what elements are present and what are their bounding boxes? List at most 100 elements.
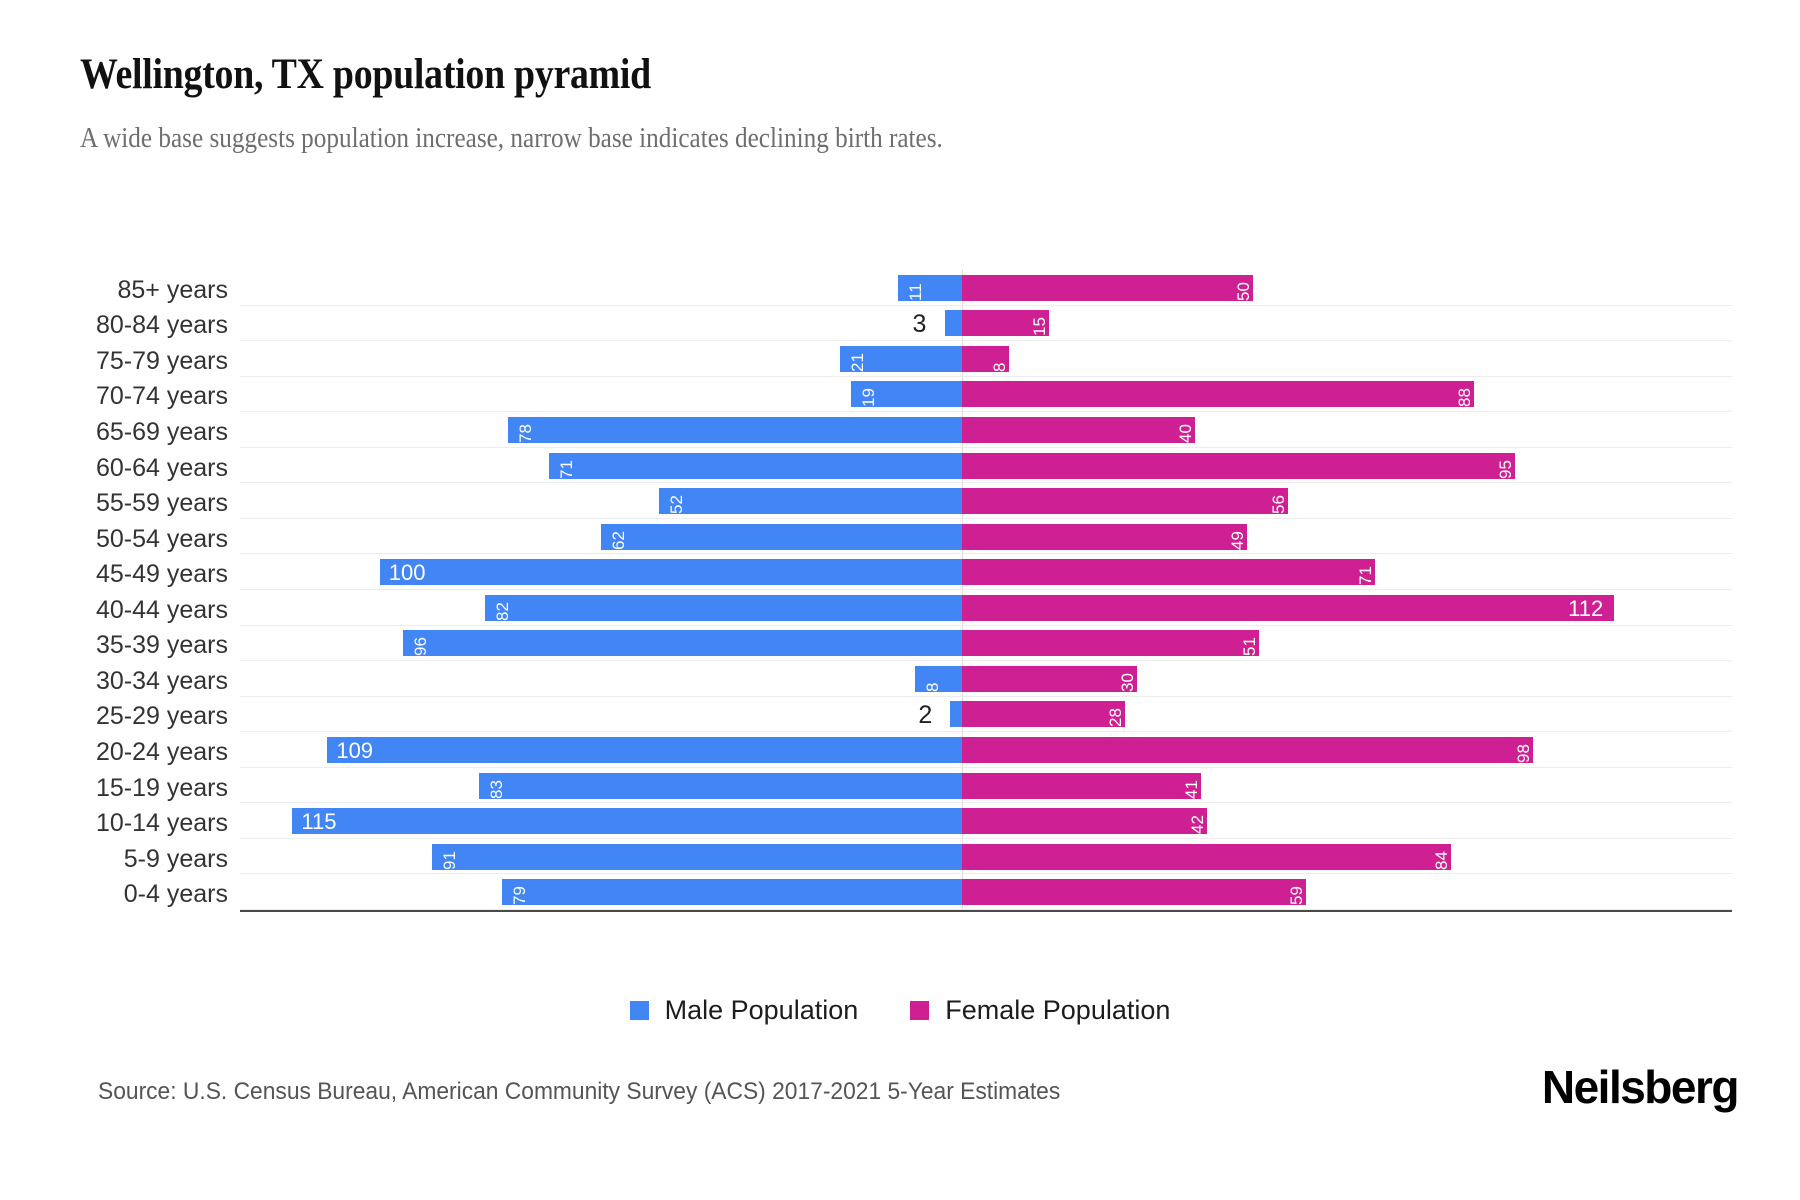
male-value-label: 62 (609, 530, 628, 550)
gridline (240, 624, 1732, 626)
male-value-label: 79 (510, 886, 530, 906)
y-axis-label: 25-29 years (95, 702, 228, 731)
male-bar[interactable] (601, 523, 962, 550)
female-bar[interactable] (962, 310, 1050, 337)
y-axis-label: 70-74 years (95, 382, 228, 411)
female-value-label: 51 (1239, 637, 1259, 657)
male-bar[interactable] (484, 594, 962, 621)
female-bar[interactable] (962, 488, 1289, 515)
female-value-label: 56 (1269, 495, 1289, 515)
male-value-label: 19 (859, 388, 879, 408)
female-bar[interactable] (962, 594, 1615, 621)
chart-row: 70-74 years 19 88 (96, 377, 1732, 413)
y-axis-label: 10-14 years (95, 809, 228, 838)
page-title: Wellington, TX population pyramid (80, 51, 651, 98)
chart-row: 5-9 years 91 84 (124, 839, 1732, 875)
female-bar[interactable] (962, 452, 1516, 479)
chart-row: 25-29 years 2 28 (96, 697, 1732, 733)
female-value-label: 41 (1181, 779, 1201, 799)
female-value-label: 40 (1175, 424, 1195, 443)
male-bar[interactable] (851, 381, 962, 408)
male-value-label: 2 (918, 701, 933, 730)
male-bar[interactable] (548, 452, 962, 479)
gridline (240, 909, 1732, 910)
female-value-label: 71 (1356, 566, 1376, 586)
female-value-label: 95 (1496, 459, 1516, 479)
female-bar[interactable] (962, 345, 1009, 372)
male-value-label: 109 (336, 737, 374, 763)
y-axis-label: 5-9 years (123, 844, 228, 873)
female-value-label: 84 (1432, 850, 1452, 870)
chart-row: 0-4 years 79 59 (124, 874, 1732, 910)
legend-item-male[interactable]: Male Population (629, 995, 858, 1026)
gridline (240, 802, 1732, 804)
female-bar[interactable] (962, 523, 1248, 550)
x-axis-baseline (240, 910, 1732, 912)
gridline (240, 731, 1732, 733)
female-value-label: 15 (1030, 317, 1050, 337)
chart-row: 15-19 years 83 41 (96, 768, 1732, 804)
female-bar[interactable] (962, 274, 1254, 301)
female-bar[interactable] (962, 630, 1259, 657)
legend-item-female[interactable]: Female Population (910, 995, 1170, 1026)
female-bar[interactable] (962, 701, 1126, 728)
chart-row: 75-79 years 21 8 (96, 341, 1732, 377)
gridline (240, 304, 1732, 306)
female-value-label: 8 (989, 362, 1009, 372)
female-value-label: 88 (1455, 388, 1475, 408)
male-bar[interactable] (327, 736, 962, 763)
chart-legend: Male Population Female Population (0, 995, 1800, 1026)
gridline (240, 837, 1732, 839)
y-axis-label: 65-69 years (95, 417, 228, 446)
chart-row: 85+ years 11 50 (118, 270, 1732, 306)
chart-row: 45-49 years 100 71 (96, 554, 1732, 590)
chart-row: 65-69 years 78 40 (96, 412, 1732, 448)
male-bar[interactable] (502, 879, 962, 906)
gridline (240, 375, 1732, 377)
male-bar[interactable] (839, 345, 962, 372)
male-bar[interactable] (944, 310, 962, 337)
female-color-swatch-icon (910, 1001, 930, 1020)
male-value-label: 96 (411, 637, 431, 657)
male-bar[interactable] (403, 630, 962, 657)
female-bar[interactable] (962, 416, 1195, 443)
source-note: Source: U.S. Census Bureau, American Com… (98, 1078, 1061, 1105)
female-bar[interactable] (962, 843, 1452, 870)
female-bar[interactable] (962, 772, 1201, 799)
chart-subtitle: A wide base suggests population increase… (80, 123, 943, 154)
male-bar[interactable] (478, 772, 962, 799)
female-bar[interactable] (962, 559, 1376, 586)
male-value-label: 8 (923, 682, 943, 692)
chart-row: 10-14 years 115 42 (96, 803, 1732, 839)
chart-row: 80-84 years 3 15 (96, 306, 1732, 342)
gridline (240, 411, 1732, 413)
male-bar[interactable] (897, 274, 962, 301)
y-axis-label: 35-39 years (95, 631, 228, 660)
chart-row: 60-64 years 71 95 (96, 448, 1732, 484)
gridline (240, 340, 1732, 342)
male-bar[interactable] (915, 665, 962, 692)
female-bar[interactable] (962, 665, 1137, 692)
male-bar[interactable] (507, 416, 962, 443)
male-bar[interactable] (432, 843, 962, 870)
male-color-swatch-icon (629, 1001, 649, 1020)
female-bar[interactable] (962, 879, 1306, 906)
chart-row: 55-59 years 52 56 (96, 483, 1732, 519)
female-bar[interactable] (962, 736, 1533, 763)
gridline (240, 766, 1732, 768)
male-bar[interactable] (659, 488, 962, 515)
female-value-label: 42 (1187, 815, 1207, 835)
gridline (240, 517, 1732, 519)
female-bar[interactable] (962, 808, 1207, 835)
male-bar[interactable] (292, 808, 962, 835)
male-bar[interactable] (379, 559, 962, 586)
y-axis-label: 60-64 years (95, 453, 228, 482)
male-value-label: 83 (486, 779, 506, 799)
plot-area: 85+ years 11 50 80-84 years 3 15 75-79 years 21… (96, 270, 1732, 912)
male-bar[interactable] (950, 701, 962, 728)
female-value-label: 49 (1228, 530, 1248, 550)
female-value-label: 59 (1286, 886, 1306, 906)
male-value-label: 11 (905, 283, 925, 301)
female-bar[interactable] (962, 381, 1475, 408)
